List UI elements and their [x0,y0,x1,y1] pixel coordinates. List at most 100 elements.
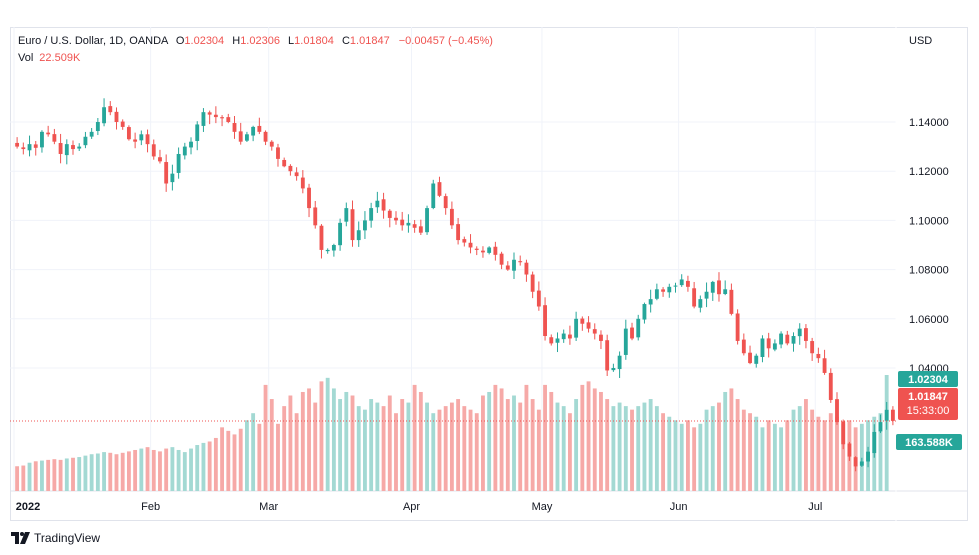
branding[interactable]: TradingView [11,530,100,546]
candle-body [710,281,715,293]
volume-badge-bg [896,434,962,450]
price-tick-label: 1.12000 [909,166,949,178]
volume-bar [158,451,162,491]
volume-bar [741,409,746,491]
candle-body [499,253,504,265]
volume-bars [15,375,889,491]
open-price-badge-text: 1.02304 [908,374,949,386]
volume-bar [338,399,343,491]
candle-body [617,355,622,370]
candle-body [313,207,318,226]
volume-bar [313,402,318,491]
volume-bar [816,416,821,491]
candle-body [859,461,864,466]
volume-bar [474,413,479,491]
volume-bar [561,406,566,491]
volume-bar [269,399,274,491]
candle-body [400,219,405,226]
countdown-text: 15:33:00 [907,405,950,417]
high-value: 1.02306 [240,35,280,47]
candle-body [375,200,380,208]
candles [15,98,895,472]
volume-bar [27,462,32,491]
volume-bar [108,452,113,491]
open-price-badge: 1.02304 [898,371,958,387]
volume-label[interactable]: Vol [18,52,34,64]
last-price-badge-text: 1.01847 [908,391,948,403]
time-tick-label: Mar [259,501,278,513]
ohlc-legend: Euro / U.S. Dollar, 1D, OANDA O1.02304 H… [18,35,493,47]
volume-bar [673,420,678,491]
volume-bar [828,413,833,491]
candle-body [580,318,585,324]
volume-bar [288,395,293,491]
volume-bar [394,413,398,491]
volume-bar [804,399,808,491]
candle-body [878,422,883,432]
volume-bar [319,381,324,491]
volume-bar [574,399,579,491]
candle-body [418,226,423,233]
volume-bar [375,402,380,491]
symbol-title[interactable]: Euro / U.S. Dollar, 1D, OANDA [18,35,168,47]
candle-body [567,334,572,339]
volume-bar [456,399,461,491]
candle-body [611,368,616,371]
time-tick-label: Jul [808,501,822,513]
open-price-badge-bg [898,371,958,387]
price-chart[interactable]: USD 1.14000 1.12000 1.10000 1.08000 1.06000 1… [10,27,968,521]
volume-bar [884,375,889,491]
candle-body [642,304,647,320]
candle-body [561,333,566,340]
volume-bar [400,399,405,491]
candle-body [841,421,846,445]
volume-bar [437,409,442,491]
candle-body [369,208,374,221]
volume-bar [176,449,181,491]
volume-bar [21,465,26,491]
candle-body [89,131,94,137]
price-tick-label: 1.06000 [909,314,949,326]
candle-body [263,131,268,142]
price-axis[interactable]: USD 1.140001.120001.100001.080001.060001… [909,35,949,375]
candle-body [325,249,330,252]
candle-body [387,210,392,218]
tradingview-logo-icon [11,532,30,544]
candle-body [586,322,591,329]
candle-body [741,339,746,354]
volume-bar [356,406,361,491]
candle-body [685,280,690,287]
volume-bar [189,448,193,491]
volume-bar [182,452,187,491]
volume-bar [735,399,740,491]
candle-body [835,399,839,423]
candle-body [630,327,634,339]
volume-bar [151,449,156,491]
volume-bar [133,449,138,491]
candle-body [804,328,808,341]
volume-bar [170,447,175,491]
candle-body [530,274,535,292]
volume-legend: Vol 22.509K [18,52,80,64]
volume-bar [592,388,597,491]
candle-body [729,289,734,314]
time-tick-label: May [532,501,553,513]
volume-bar [841,423,846,491]
volume-bar [226,430,231,491]
candle-body [356,230,361,241]
volume-bar [481,395,485,491]
last-price-badge: 1.01847 15:33:00 [898,388,958,420]
volume-bar [779,427,784,491]
volume-bar [748,413,752,491]
candle-body [810,341,815,354]
volume-bar [611,406,616,491]
time-axis[interactable]: 2022 Feb Mar Apr May Jun Jul [16,501,823,513]
volume-bar [325,377,330,491]
volume-bar [126,451,131,491]
candle-body [748,352,752,364]
volume-bar [636,406,641,491]
volume-bar [40,460,44,491]
volume-bar [114,454,119,491]
volume-bar [412,384,417,491]
candle-body [151,144,156,157]
